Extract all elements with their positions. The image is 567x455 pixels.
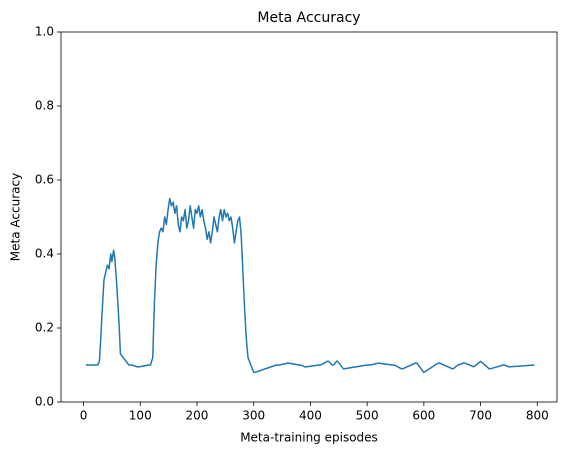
x-tick-label: 200: [186, 409, 209, 423]
y-tick-label: 1.0: [35, 25, 54, 39]
x-axis-label: Meta-training episodes: [240, 431, 378, 445]
y-axis-label: Meta Accuracy: [9, 173, 23, 261]
plot-frame: [60, 31, 558, 403]
x-tick-label: 800: [526, 409, 549, 423]
data-line: [85, 197, 535, 374]
chart-title: Meta Accuracy: [257, 10, 360, 26]
x-tick-label: 0: [80, 409, 88, 423]
x-tick-label: 100: [129, 409, 152, 423]
y-tick-label: 0.8: [35, 99, 54, 113]
x-tick-label: 400: [299, 409, 322, 423]
y-tick-label: 0.0: [35, 395, 54, 409]
x-tick-label: 500: [356, 409, 379, 423]
x-tick-label: 300: [242, 409, 265, 423]
x-tick-label: 700: [469, 409, 492, 423]
y-tick-label: 0.2: [35, 321, 54, 335]
x-tick-label: 600: [412, 409, 435, 423]
y-tick-label: 0.4: [35, 247, 54, 261]
y-tick-label: 0.6: [35, 173, 54, 187]
